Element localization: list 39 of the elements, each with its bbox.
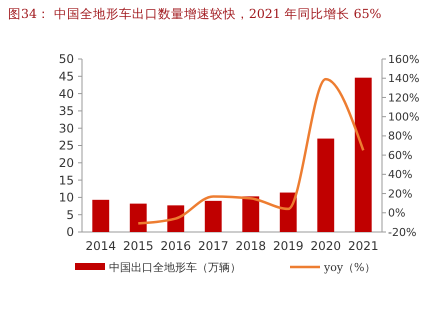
y-tick-label: 10: [58, 190, 74, 205]
x-tick-label: 2019: [272, 239, 304, 253]
y2-tick-label: 0%: [388, 206, 406, 220]
x-tick-label: 2021: [348, 239, 379, 253]
y-tick-label: 0: [66, 225, 74, 240]
x-tick-label: 2015: [122, 239, 154, 253]
bar: [130, 204, 147, 232]
y-tick-label: 15: [58, 173, 74, 188]
x-tick-label: 2020: [310, 239, 342, 253]
bar: [242, 196, 260, 232]
y2-tick-label: 20%: [388, 187, 412, 200]
y2-tick-label: 100%: [388, 110, 420, 124]
y-tick-label: 35: [58, 104, 74, 118]
x-tick-label: 2017: [198, 239, 229, 253]
y-tick-label: 20: [58, 156, 74, 170]
legend-label: 中国出口全地形车（万辆）: [109, 260, 241, 274]
y-tick-label: 25: [58, 138, 74, 153]
chart-title: 图34： 中国全地形车出口数量增速较快，2021 年同比增长 65%: [8, 6, 382, 21]
y2-tick-label: 40%: [388, 168, 412, 182]
y2-tick-label: 160%: [388, 52, 420, 66]
y-tick-label: 40: [58, 86, 74, 101]
x-tick-label: 2016: [160, 239, 192, 253]
legend-label: yoy（%）: [323, 260, 376, 274]
x-tick-label: 2014: [85, 239, 116, 253]
y-tick-label: 50: [58, 52, 74, 66]
y2-tick-label: 120%: [388, 91, 420, 104]
bar: [354, 78, 372, 232]
y2-tick-label: -20%: [388, 226, 416, 239]
y-tick-label: 30: [58, 121, 74, 136]
bar: [92, 200, 110, 232]
y2-tick-label: 60%: [388, 148, 412, 162]
y2-tick-label: 140%: [388, 72, 420, 86]
y-tick-label: 5: [66, 208, 74, 222]
y-tick-label: 45: [58, 70, 74, 84]
bar: [317, 138, 334, 232]
bar: [204, 200, 222, 232]
line-series: [137, 78, 364, 225]
x-tick-label: 2018: [235, 239, 266, 253]
y2-tick-label: 80%: [388, 130, 412, 143]
